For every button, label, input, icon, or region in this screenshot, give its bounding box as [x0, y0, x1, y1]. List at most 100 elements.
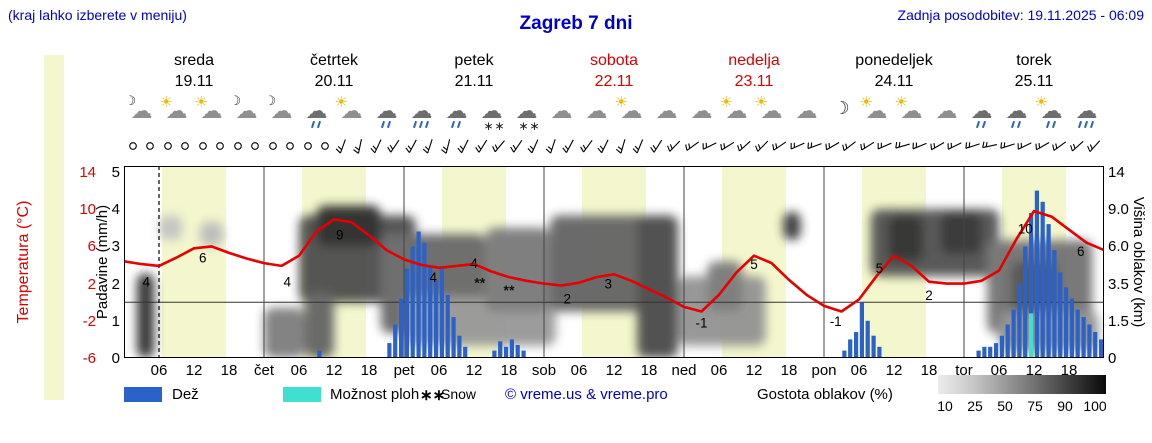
wind-calm-icon — [159, 136, 177, 156]
rain-bar — [509, 339, 514, 358]
temp-tick: 14 — [79, 164, 96, 181]
day-date: 19.11 — [174, 73, 214, 90]
wind-barb-icon — [771, 136, 789, 156]
weather-icon-sun-cloud: ☀ ☁ — [894, 94, 928, 133]
cloud-height-tick: 1.5 — [1108, 312, 1129, 330]
rain-bar — [393, 324, 398, 358]
day-header: četrtek 20.11 — [264, 50, 404, 92]
cloud-icon: ☁ — [1040, 98, 1063, 123]
x-tick-label: 18 — [500, 362, 518, 379]
wind-barb-icon — [789, 136, 807, 156]
cloud-icon: ☁ — [165, 98, 188, 123]
cloud-icon: ☁ — [865, 98, 888, 123]
cloud-icon: ☁ — [1075, 98, 1098, 123]
cloud-height-axis-label: Višina oblakov (km) — [1130, 196, 1147, 328]
rain-bar — [1093, 332, 1098, 358]
temperature-value-label: 10 — [1018, 222, 1033, 237]
day-name: petek — [454, 52, 494, 69]
sun-icon: ☀ — [859, 94, 873, 111]
sun-icon: ☀ — [719, 94, 733, 111]
rain-bar — [416, 231, 421, 358]
cloud-height-tick: 9.0 — [1108, 201, 1129, 219]
cloud-icon: ☁ — [655, 98, 678, 123]
precip-tick: 1 — [111, 312, 120, 330]
rain-bar — [999, 335, 1004, 358]
rain-bar — [988, 346, 993, 358]
day-name: četrtek — [309, 52, 358, 69]
copyright-link[interactable]: © vreme.us & vreme.pro — [505, 386, 668, 403]
weather-icon-sun-cloud: ☀ ☁ — [160, 94, 193, 133]
wind-barb-icon — [981, 136, 999, 156]
wind-barb-icon — [579, 136, 597, 156]
day-date: 21.11 — [454, 73, 494, 90]
precip-tick: 0 — [111, 350, 120, 367]
rain-bar — [521, 350, 526, 358]
x-tick-label: 06 — [430, 362, 448, 379]
rain-bar — [1052, 250, 1057, 358]
cloud-icon: ☁ — [480, 98, 503, 123]
wind-barbs-row — [124, 136, 1104, 160]
cloud-icon: ☁ — [235, 98, 258, 123]
rain-bar — [854, 332, 859, 358]
temperature-curve — [124, 209, 1104, 313]
x-tick-label: 18 — [220, 362, 238, 379]
x-tick-label: 18 — [640, 362, 658, 379]
wind-barb-icon — [1034, 136, 1052, 156]
shower-bar — [1029, 313, 1034, 358]
cloud-height-tick: 6.0 — [1108, 238, 1129, 256]
cloud-icon: ☁ — [410, 98, 433, 123]
moon-icon: ☽ — [124, 93, 137, 108]
x-tick-label: 12 — [1025, 362, 1043, 379]
rain-bar — [1069, 298, 1074, 358]
weather-icon-cloud: ☁ — [546, 95, 578, 133]
day-headers: sreda 19.11 četrtek 20.11 petek 21.11 sobota 22… — [124, 50, 1104, 94]
wind-barb-icon — [876, 136, 894, 156]
temp-tick: 6 — [87, 238, 96, 256]
rain-bar — [1099, 339, 1104, 358]
temperature-value-label: -1 — [830, 314, 842, 329]
rain-bar — [871, 335, 876, 358]
x-tick-label: ned — [671, 362, 697, 379]
weather-icon-moon-cloud: ☽ ☁ — [230, 93, 263, 133]
rain-bar — [1011, 309, 1016, 358]
wind-barb-icon — [404, 136, 422, 156]
page-title: Zagreb 7 dni — [519, 13, 633, 34]
sun-icon: ☀ — [894, 94, 908, 111]
weather-icon-cloud: ☁ — [686, 95, 718, 133]
time-axis-labels: 06 12 18 čet 06 12 18 pet 06 12 18 sob 06 12 18 ned 06 12… — [124, 362, 1104, 379]
location-menu-hint: (kraj lahko izberete v meniju) — [8, 7, 187, 23]
x-tick-label: 12 — [185, 362, 203, 379]
weather-icon-snow: ☁ ∗∗ — [476, 95, 508, 133]
temperature-value-label: 4 — [142, 275, 150, 290]
weather-icon-sun-cloud: ☀ ☁ — [859, 94, 893, 133]
wind-calm-icon — [316, 136, 334, 156]
day-date: 25.11 — [1014, 73, 1054, 90]
x-tick-label: pon — [811, 362, 837, 379]
day-date: 24.11 — [874, 73, 914, 90]
weather-icon-snow: ☁ ∗∗ — [511, 95, 543, 133]
wind-barb-icon — [736, 136, 754, 156]
cloud-density-scale-bar — [938, 375, 1106, 394]
x-tick-label: 18 — [360, 362, 378, 379]
sun-icon: ☀ — [754, 94, 768, 111]
day-date: 23.11 — [734, 73, 774, 90]
moon-icon: ☽ — [264, 93, 277, 108]
wind-barb-icon — [1069, 136, 1087, 156]
moon-icon: ☽ — [833, 98, 850, 118]
wind-barb-icon — [946, 136, 964, 156]
rain-bar — [994, 343, 999, 358]
weather-icon-cloud: ☁ — [651, 95, 683, 133]
cloud-icon: ☁ — [970, 98, 993, 123]
x-tick-label: 12 — [745, 362, 763, 379]
rain-bar — [976, 350, 981, 358]
rain-bar — [399, 298, 404, 358]
wind-barb-icon — [824, 136, 842, 156]
temperature-value-label: 5 — [876, 261, 884, 276]
day-name: sreda — [173, 52, 215, 69]
rain-bar — [865, 320, 870, 358]
meteogram-chart: ** ** 4 6 4 9 4 4 2 3 -1 5 -1 5 2 10 6 — [124, 166, 1104, 363]
wind-barb-icon — [334, 136, 352, 156]
cloud-icon: ☁ — [585, 98, 608, 123]
x-tick-label: 12 — [885, 362, 903, 379]
